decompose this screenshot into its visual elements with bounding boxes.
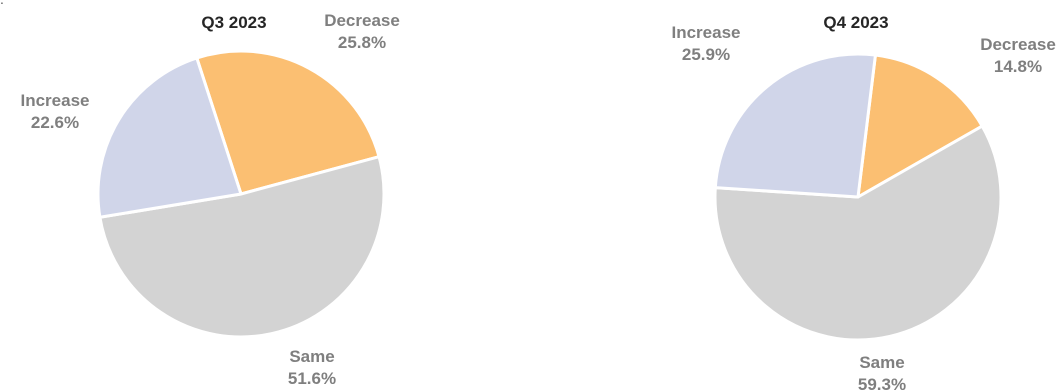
slice-name-label: Decrease [324, 11, 400, 30]
slice-value-label: 14.8% [994, 57, 1042, 76]
slice-name-label: Same [859, 353, 904, 372]
pie-slice-decrease [195, 49, 381, 196]
slice-name-label: Increase [672, 23, 741, 42]
slice-value-label: 22.6% [31, 113, 79, 132]
pie-slice-increase [96, 56, 243, 219]
pie-slice-increase [713, 52, 877, 199]
corner-fragment: . [0, 0, 4, 7]
chart-title: Q4 2023 [823, 13, 888, 32]
slice-value-label: 25.9% [682, 45, 730, 64]
chart-title: Q3 2023 [201, 13, 266, 32]
slice-value-label: 59.3% [858, 375, 906, 392]
slice-name-label: Same [289, 347, 334, 366]
pie-slice-same [98, 155, 386, 339]
slice-value-label: 51.6% [288, 369, 336, 388]
pie-slice-same [713, 124, 1003, 342]
slice-name-label: Increase [21, 91, 90, 110]
slice-value-label: 25.8% [338, 33, 386, 52]
pie-chart-1: Q3 2023 Decrease 25.8% Same 51.6% Increase 22.… [21, 11, 400, 388]
pie-slice-decrease [856, 53, 984, 199]
slice-name-label: Decrease [980, 35, 1056, 54]
pie-chart-2: Q4 2023 Decrease 14.8% Same 59.3% Increase 25.… [672, 13, 1056, 392]
